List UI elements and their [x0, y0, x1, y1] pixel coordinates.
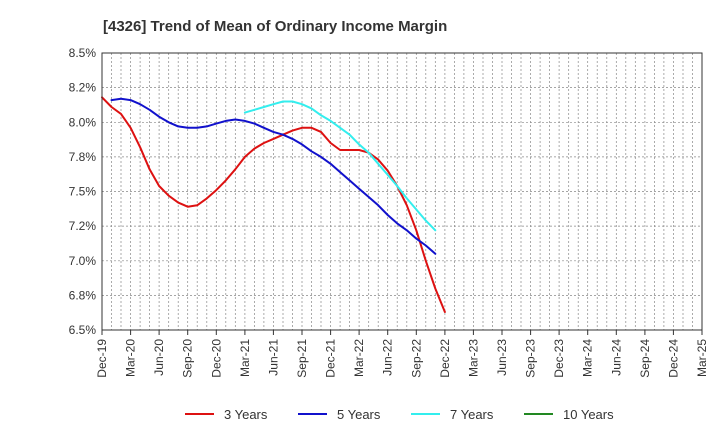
series-line-7-years — [243, 100, 437, 232]
x-tick-label: Dec-19 — [95, 339, 109, 378]
x-tick-label: Mar-23 — [466, 339, 480, 377]
axes: 6.5% 6.8% 7.0% 7.2% 7.5% 7.8% 8.0% 8.2% 8.5% Dec-… — [69, 46, 709, 378]
x-tick-label: Jun-22 — [381, 339, 395, 376]
x-tick-label: Sep-24 — [638, 339, 652, 378]
x-tick-label: Sep-20 — [181, 339, 195, 378]
x-tick-label: Jun-23 — [495, 339, 509, 376]
legend-label: 7 Years — [450, 407, 494, 422]
x-tick-label: Jun-21 — [266, 339, 280, 376]
y-tick-label: 8.2% — [69, 81, 97, 95]
x-tick-label: Mar-21 — [238, 339, 252, 377]
legend-label: 3 Years — [224, 407, 268, 422]
chart-title: [4326] Trend of Mean of Ordinary Income … — [103, 18, 447, 35]
x-tick-label: Dec-23 — [552, 339, 566, 378]
x-tick-label: Mar-25 — [695, 339, 709, 377]
x-tick-label: Dec-21 — [324, 339, 338, 378]
y-tick-label: 6.8% — [69, 288, 97, 302]
series-line-5-years — [110, 97, 437, 255]
x-tick-label: Mar-20 — [124, 339, 138, 377]
x-tick-label: Dec-24 — [666, 339, 680, 378]
x-tick-label: Jun-24 — [609, 339, 623, 376]
x-tick-label: Sep-22 — [409, 339, 423, 378]
legend-label: 5 Years — [337, 407, 381, 422]
x-tick-label: Jun-20 — [152, 339, 166, 376]
legend-label: 10 Years — [563, 407, 614, 422]
x-tick-label: Sep-21 — [295, 339, 309, 378]
x-tick-label: Dec-22 — [438, 339, 452, 378]
plot-area-frame — [101, 52, 703, 331]
y-tick-label: 7.2% — [69, 219, 97, 233]
x-tick-label: Sep-23 — [524, 339, 538, 378]
series-line-3-years — [101, 96, 446, 313]
x-tick-label: Mar-22 — [352, 339, 366, 377]
y-tick-label: 6.5% — [69, 323, 97, 337]
y-tick-label: 8.0% — [69, 115, 97, 129]
y-tick-label: 7.5% — [69, 185, 97, 199]
y-tick-label: 7.8% — [69, 150, 97, 164]
y-tick-label: 8.5% — [69, 46, 97, 60]
y-tick-label: 7.0% — [69, 254, 97, 268]
legend: 3 Years 5 Years 7 Years 10 Years — [185, 407, 614, 422]
x-tick-label: Dec-20 — [209, 339, 223, 378]
x-tick-label: Mar-24 — [581, 339, 595, 377]
series-lines — [101, 96, 446, 313]
